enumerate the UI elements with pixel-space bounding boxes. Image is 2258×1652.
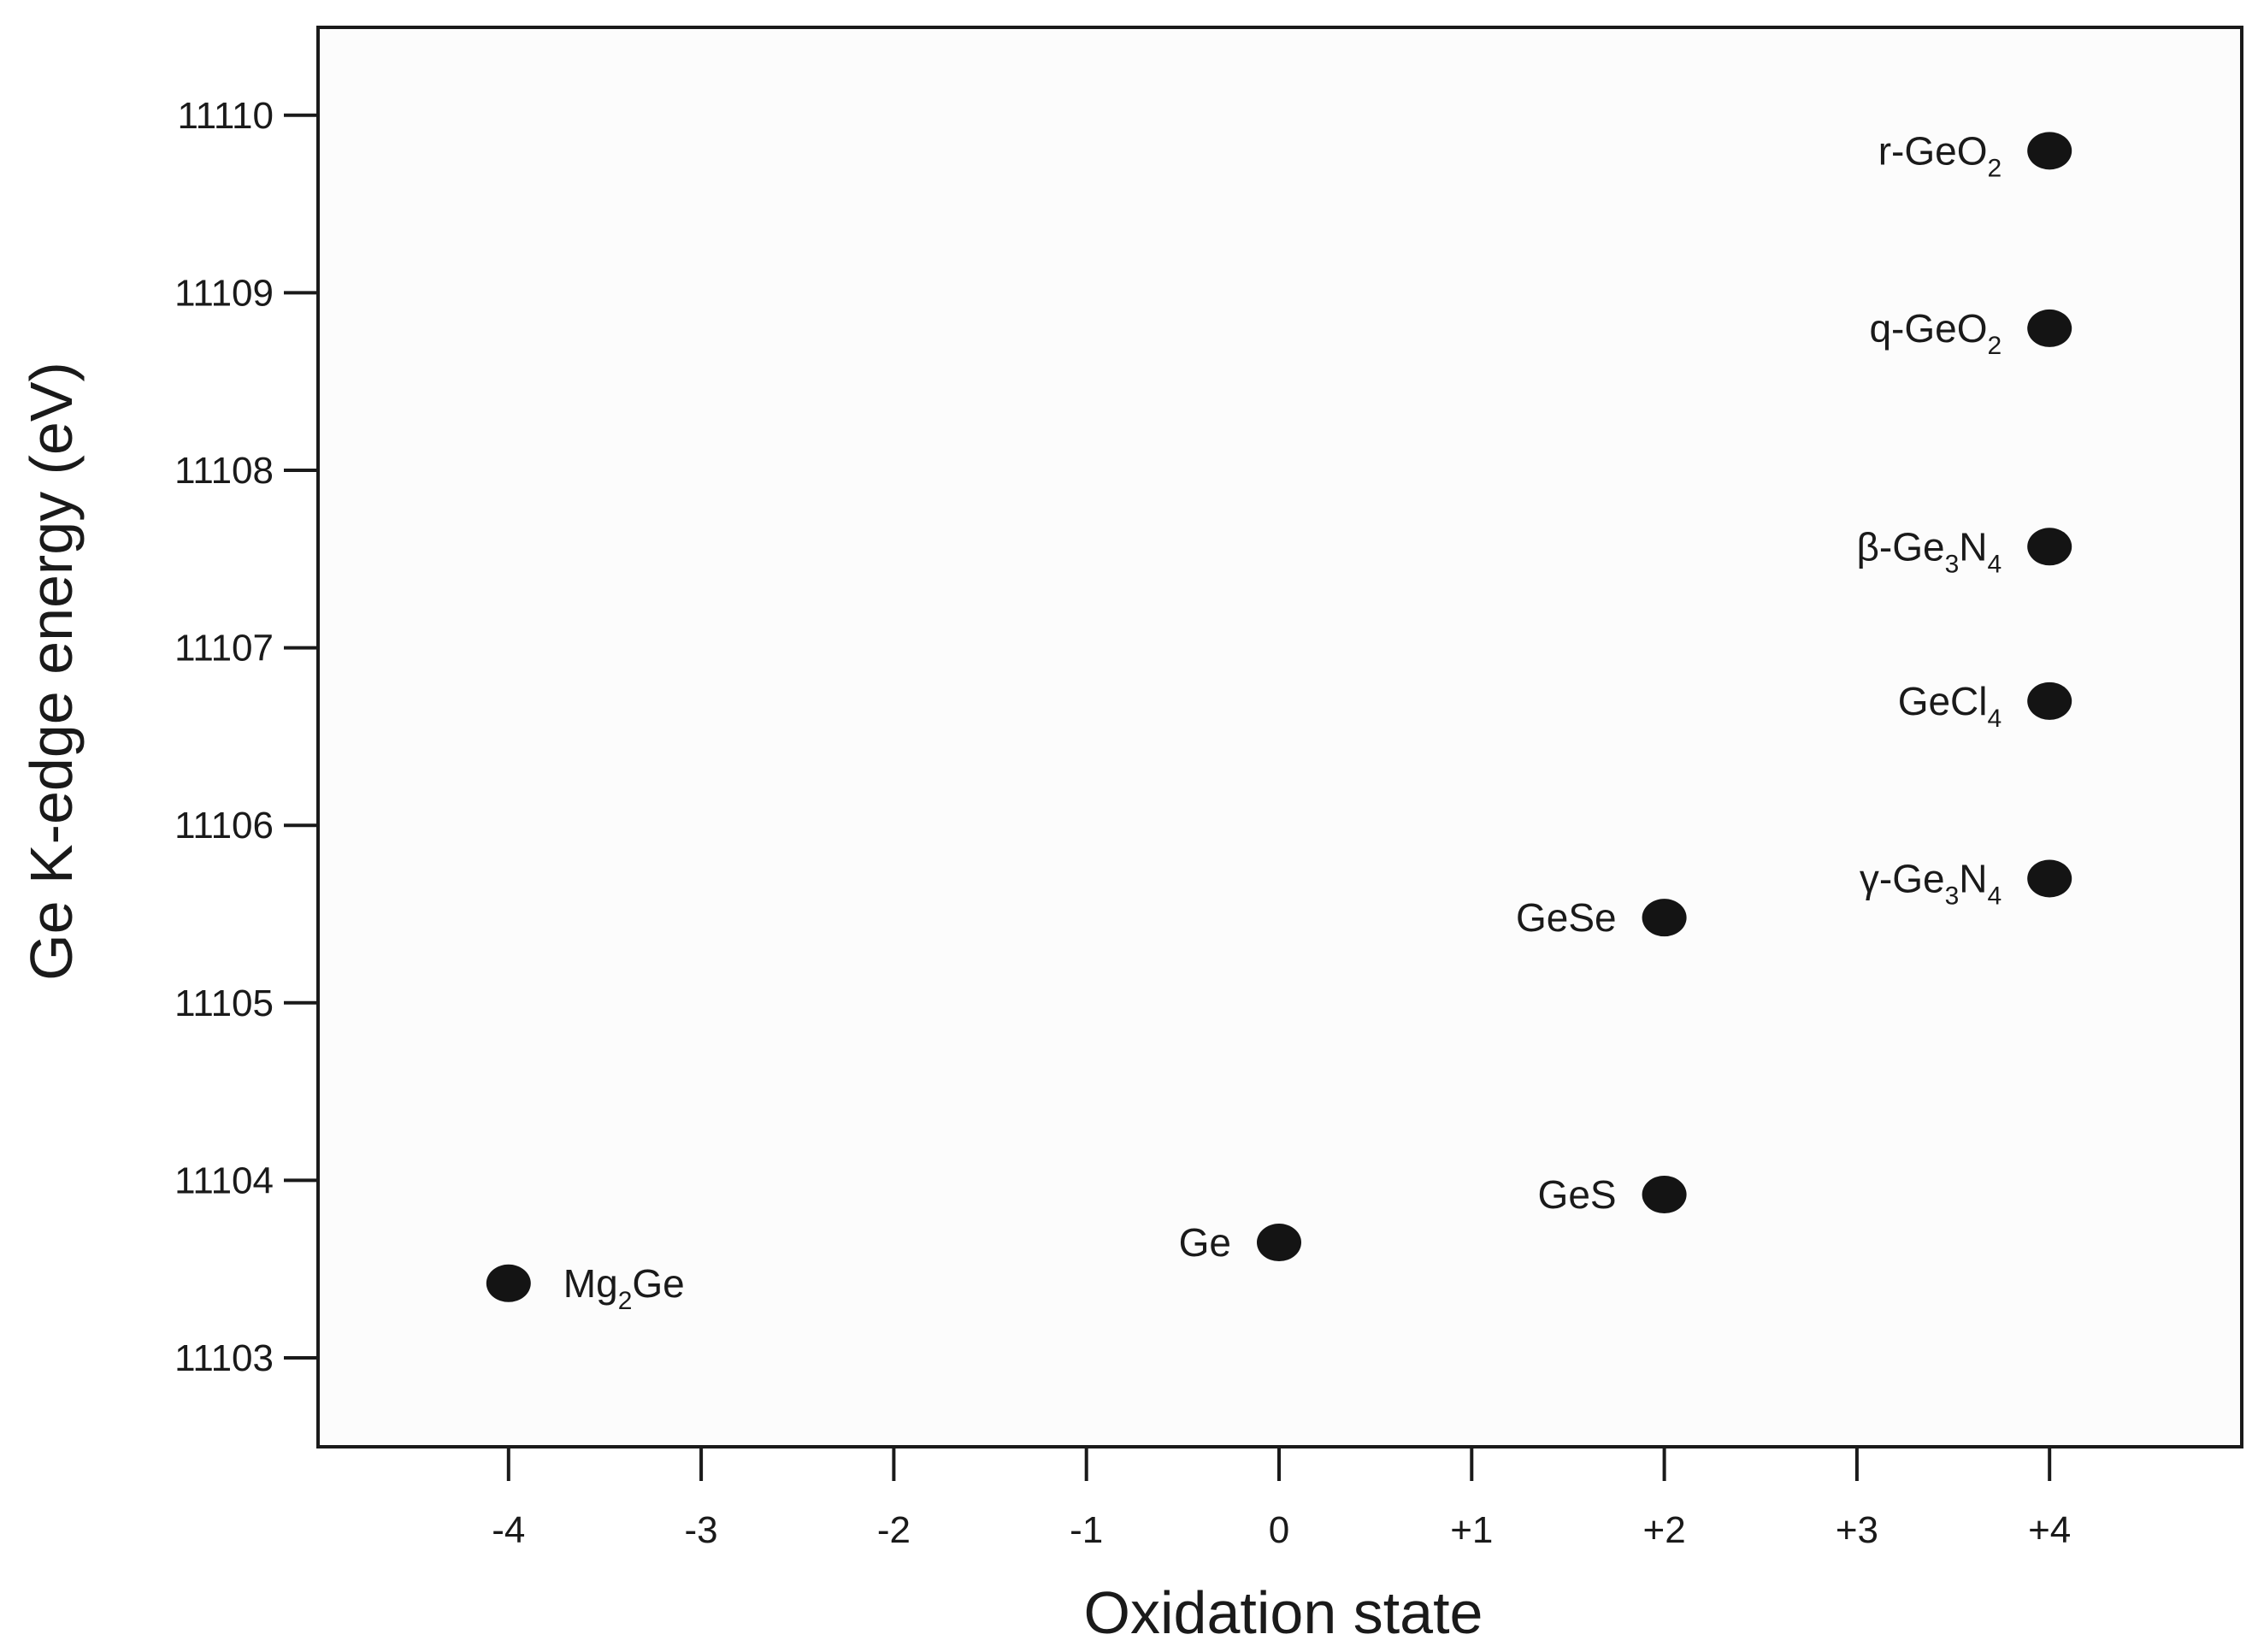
y-tick-label: 11104 bbox=[174, 1159, 274, 1201]
data-point-beta-ge3n4 bbox=[2027, 528, 2072, 566]
label-subscript: 2 bbox=[1988, 332, 2002, 360]
point-label: Mg2Ge bbox=[563, 1261, 685, 1315]
x-tick-label: +2 bbox=[1643, 1509, 1686, 1551]
data-point-mg2ge bbox=[486, 1264, 531, 1302]
point-label: GeSe bbox=[1516, 895, 1617, 940]
y-tick-label: 11103 bbox=[174, 1337, 274, 1379]
y-axis-title: Ge K-edge energy (eV) bbox=[18, 362, 85, 981]
plot-area bbox=[318, 27, 2242, 1447]
label-text: N bbox=[1959, 856, 1987, 900]
y-tick-label: 11105 bbox=[174, 982, 274, 1024]
label-text: γ-Ge bbox=[1860, 856, 1945, 900]
data-point-gecl4 bbox=[2027, 681, 2072, 720]
data-point-ge bbox=[1257, 1224, 1301, 1262]
x-tick-label: +4 bbox=[2028, 1509, 2071, 1551]
point-label: β-Ge3N4 bbox=[1856, 524, 2002, 578]
label-text: q-GeO bbox=[1869, 306, 1987, 351]
y-tick-label: 11110 bbox=[177, 95, 274, 137]
x-tick-label: 0 bbox=[1269, 1509, 1289, 1551]
data-point-ges bbox=[1642, 1176, 1687, 1214]
label-text: Mg bbox=[563, 1261, 618, 1306]
y-tick-label: 11109 bbox=[174, 272, 274, 314]
data-point-gese bbox=[1642, 899, 1687, 937]
data-point-r-geo2 bbox=[2027, 132, 2072, 170]
label-subscript: 4 bbox=[1988, 705, 2002, 733]
point-label: γ-Ge3N4 bbox=[1860, 856, 2002, 910]
x-axis-title: Oxidation state bbox=[1084, 1579, 1483, 1646]
data-points: Mg2GeGeGeSGeSeγ-Ge3N4GeCl4β-Ge3N4q-GeO2r… bbox=[486, 128, 2072, 1315]
y-tick-label: 11107 bbox=[174, 628, 274, 670]
y-tick-label: 11108 bbox=[174, 450, 274, 492]
point-label: GeCl4 bbox=[1898, 679, 2002, 733]
label-text: GeSe bbox=[1516, 895, 1617, 940]
y-tick-label: 11106 bbox=[174, 805, 274, 847]
label-subscript: 2 bbox=[618, 1287, 633, 1315]
point-label: Ge bbox=[1179, 1220, 1231, 1265]
data-point-q-geo2 bbox=[2027, 309, 2072, 347]
label-subscript: 3 bbox=[1945, 550, 1960, 578]
label-text: β-Ge bbox=[1856, 524, 1944, 569]
label-subscript: 3 bbox=[1945, 882, 1960, 910]
point-label: q-GeO2 bbox=[1869, 306, 2002, 360]
label-subscript: 4 bbox=[1988, 882, 2002, 910]
x-tick-label: -3 bbox=[685, 1509, 718, 1551]
point-label: r-GeO2 bbox=[1878, 128, 2002, 182]
label-text: Ge bbox=[632, 1261, 684, 1306]
x-axis: -4 -3 -2 -1 0 +1 +2 +3 +4 bbox=[492, 1447, 2071, 1551]
x-tick-label: -4 bbox=[492, 1509, 525, 1551]
label-text: GeCl bbox=[1898, 679, 1988, 723]
label-subscript: 2 bbox=[1988, 154, 2002, 182]
label-text: N bbox=[1959, 524, 1987, 569]
x-tick-label: -2 bbox=[877, 1509, 911, 1551]
x-tick-label: +3 bbox=[1836, 1509, 1878, 1551]
x-tick-label: -1 bbox=[1070, 1509, 1103, 1551]
label-text: GeS bbox=[1538, 1172, 1617, 1217]
data-point-gamma-ge3n4 bbox=[2027, 859, 2072, 898]
plot-frame bbox=[316, 26, 2243, 1448]
label-subscript: 4 bbox=[1988, 550, 2002, 578]
label-text: r-GeO bbox=[1878, 128, 1988, 173]
y-axis: 11103 11104 11105 11106 11107 11108 11109 11110 bbox=[174, 95, 318, 1379]
label-text: Ge bbox=[1179, 1220, 1231, 1265]
x-tick-label: +1 bbox=[1450, 1509, 1493, 1551]
point-label: GeS bbox=[1538, 1172, 1617, 1217]
